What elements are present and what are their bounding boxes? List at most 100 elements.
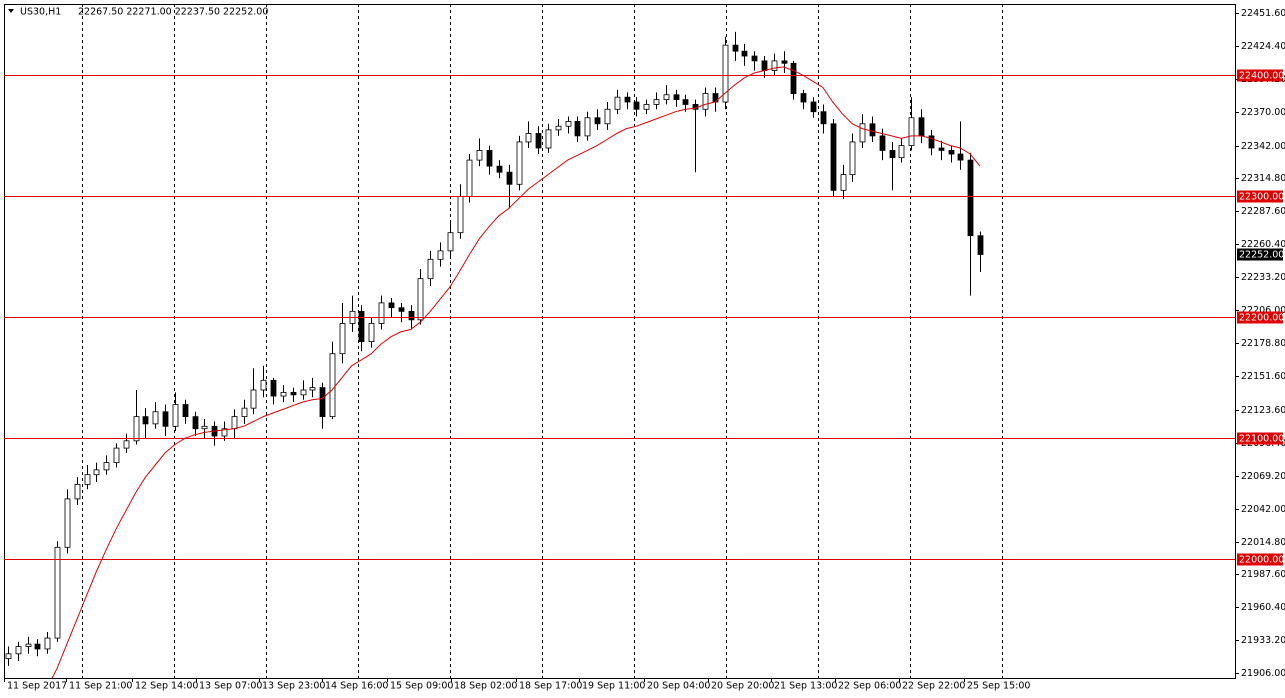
symbol: US30,H1	[20, 7, 61, 18]
x-tick-label: 12 Sep 14:00	[135, 681, 198, 692]
candle-body	[535, 133, 542, 149]
candle-body	[624, 96, 631, 103]
candle-body	[741, 50, 748, 57]
candle-body	[859, 123, 866, 143]
candle-body	[898, 145, 905, 159]
price-label: 22252.00	[1239, 250, 1284, 261]
y-tick-label: 21933.20	[1241, 635, 1285, 646]
candle-body	[751, 55, 758, 62]
x-tick-label: 14 Sep 16:00	[325, 681, 388, 692]
candle-body	[790, 62, 797, 94]
x-tick-label: 21 Sep 13:00	[774, 681, 837, 692]
y-tick-label: 22451.60	[1241, 8, 1285, 19]
ohlc: 22267.50 22271.00 22237.50 22252.00	[78, 7, 268, 18]
y-tick-label: 22042.00	[1241, 504, 1285, 515]
y-tick-label: 22233.20	[1241, 272, 1285, 283]
candle-body	[466, 159, 473, 197]
candle-body	[496, 165, 503, 173]
candle-body	[594, 117, 601, 125]
candle-body	[820, 111, 827, 125]
candle-body	[476, 150, 483, 161]
candle-body	[604, 108, 611, 125]
candle-body	[182, 404, 189, 418]
x-tick-label: 20 Sep 04:00	[647, 681, 710, 692]
candle-body	[44, 637, 51, 650]
level-label-bg	[1237, 432, 1283, 445]
candle-body	[280, 392, 287, 397]
candle-body	[417, 278, 424, 321]
y-tick-label: 22424.40	[1241, 41, 1285, 52]
candle-body	[201, 425, 208, 430]
plot	[5, 31, 984, 678]
candle-body	[250, 389, 257, 409]
candle-body	[329, 353, 336, 418]
x-tick-label: 22 Sep 22:00	[902, 681, 965, 692]
candle-body	[133, 416, 140, 442]
candle-body	[908, 117, 915, 146]
candle-body	[614, 96, 621, 110]
candle-body	[869, 123, 876, 137]
candle-body	[74, 483, 81, 500]
x-tick-label: 11 Sep 21:00	[69, 681, 132, 692]
candle-body	[123, 440, 130, 449]
candle-body	[25, 643, 32, 647]
level-label: 22000.00	[1239, 555, 1284, 566]
level-label-bg	[1237, 553, 1283, 566]
candle-body	[437, 250, 444, 260]
level-label-bg	[1237, 190, 1283, 203]
x-tick-label: 18 Sep 02:00	[454, 681, 517, 692]
candle-body	[64, 498, 71, 548]
candle-body	[918, 117, 925, 137]
candle-body	[54, 546, 61, 639]
candle-body	[368, 323, 375, 343]
level-label-bg	[1237, 311, 1283, 324]
candle-body	[270, 379, 277, 397]
candle-body	[525, 133, 532, 143]
candle-body	[879, 135, 886, 151]
candle-body	[673, 94, 680, 100]
candle-body	[682, 99, 689, 105]
candle-body	[84, 474, 91, 485]
menu-arrow[interactable]	[8, 9, 14, 13]
candle-body	[358, 310, 365, 343]
candle-body	[722, 44, 729, 103]
level-label: 22400.00	[1239, 71, 1284, 82]
price-label-bg	[1237, 248, 1283, 261]
candle-body	[584, 117, 591, 137]
y-tick-label: 22260.40	[1241, 239, 1285, 250]
candle-body	[957, 153, 964, 161]
candle-body	[192, 416, 199, 430]
candle-body	[5, 653, 12, 660]
x-tick-label: 19 Sep 11:00	[582, 681, 645, 692]
candle-body	[889, 150, 896, 159]
candle-body	[408, 310, 415, 321]
candle-body	[771, 60, 778, 71]
moving-average	[51, 66, 981, 678]
grid	[82, 4, 1003, 678]
candle-body	[221, 428, 228, 437]
y-tick-label: 22287.60	[1241, 206, 1285, 217]
y-tick-label: 22151.60	[1241, 371, 1285, 382]
candle-body	[516, 141, 523, 185]
level-label: 22100.00	[1239, 434, 1284, 445]
y-tick-label: 21960.40	[1241, 602, 1285, 613]
candle-body	[142, 416, 149, 425]
candle-body	[938, 147, 945, 151]
x-tick-label: 13 Sep 23:00	[262, 681, 325, 692]
candle-body	[162, 411, 169, 427]
candle-body	[319, 387, 326, 418]
y-tick-label: 21987.60	[1241, 569, 1285, 580]
candle-body	[486, 150, 493, 167]
candle-body	[800, 93, 807, 103]
x-tick-label: 11 Sep 2017	[7, 681, 67, 692]
candle-body	[565, 120, 572, 127]
candle-body	[172, 404, 179, 427]
candle-body	[34, 643, 41, 650]
candle-body	[732, 44, 739, 52]
y-tick-label: 22370.00	[1241, 107, 1285, 118]
candle-body	[457, 195, 464, 234]
y-tick-label: 22342.00	[1241, 141, 1285, 152]
y-tick-label: 22014.80	[1241, 537, 1285, 548]
candle-body	[928, 135, 935, 149]
candle-body	[103, 462, 110, 471]
